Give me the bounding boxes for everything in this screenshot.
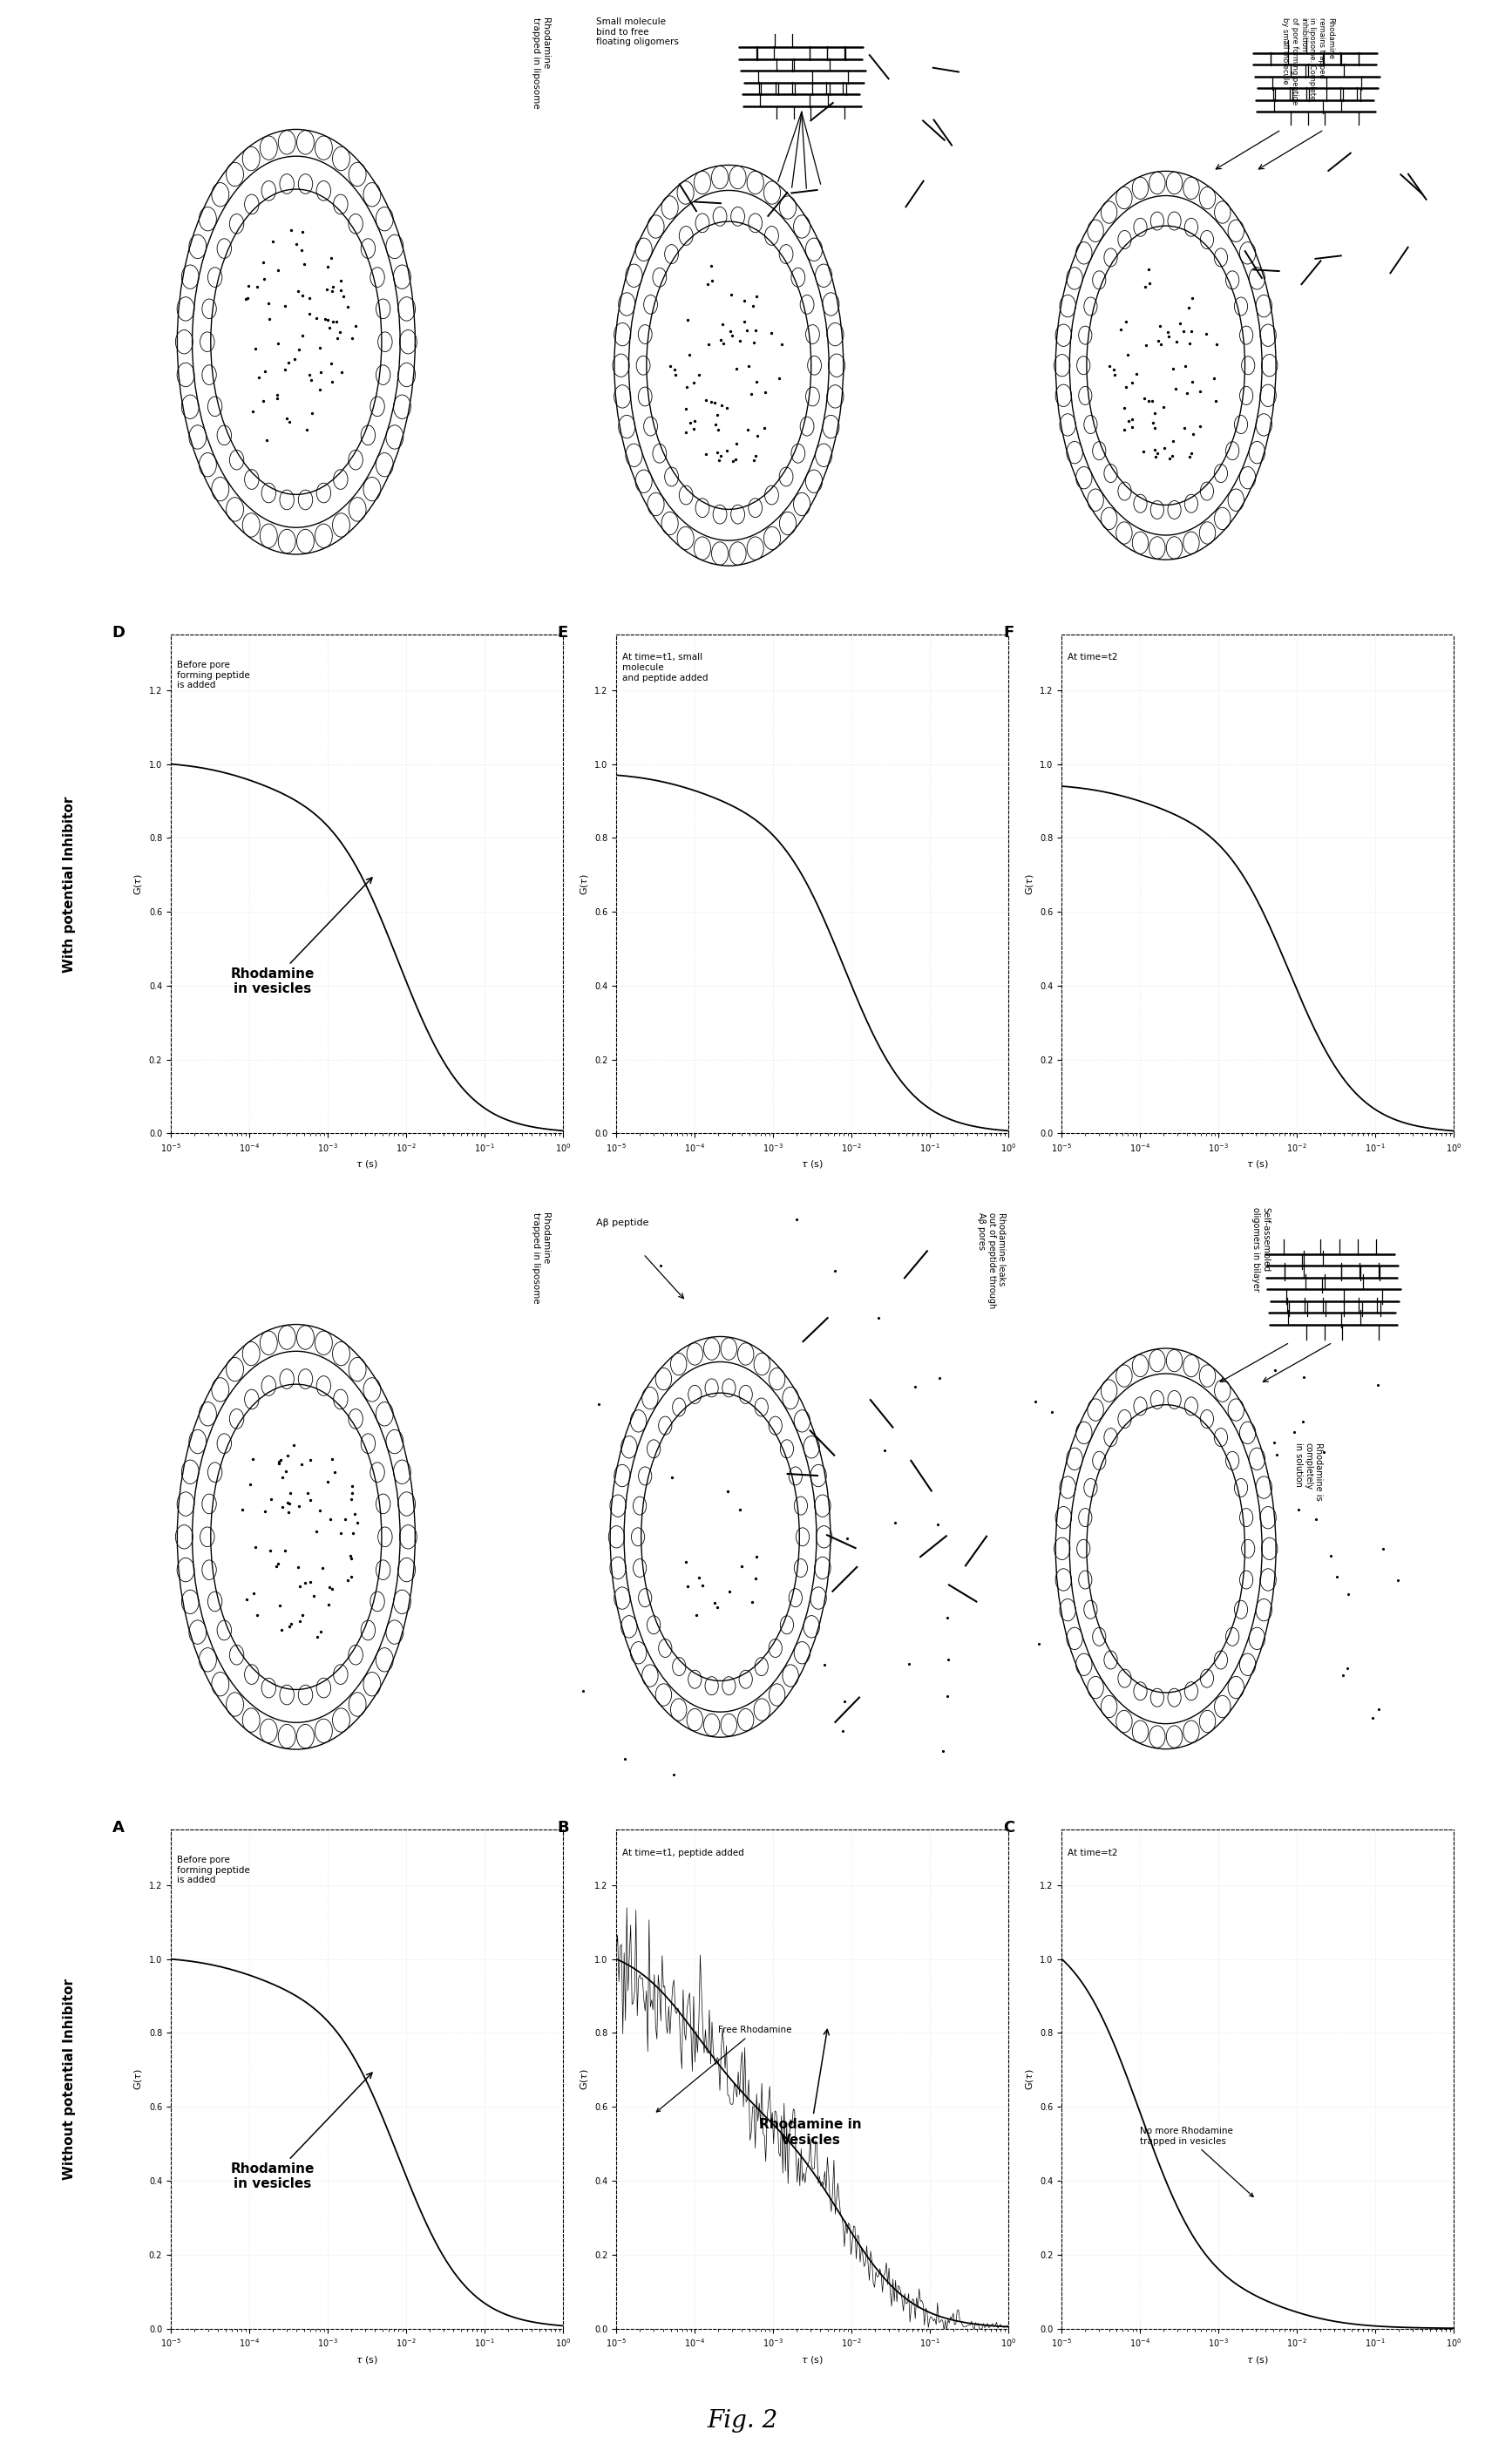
Text: At time=t2: At time=t2 <box>1068 1848 1118 1858</box>
Text: Rhodamine
remains trapped
in liposome. Complete
inhibition
of pore forming pepti: Rhodamine remains trapped in liposome. C… <box>1282 17 1335 106</box>
Text: A: A <box>111 1821 125 1836</box>
Text: Small molecule
bind to free
floating oligomers: Small molecule bind to free floating oli… <box>597 17 679 47</box>
Text: D: D <box>111 626 125 641</box>
X-axis label: $\tau$ (s): $\tau$ (s) <box>1246 1158 1270 1170</box>
Text: Rhodamine
in vesicles: Rhodamine in vesicles <box>230 2072 373 2190</box>
Text: At time=t1, peptide added: At time=t1, peptide added <box>622 1848 744 1858</box>
Text: Rhodamine is
completely
in solution: Rhodamine is completely in solution <box>1293 1441 1323 1501</box>
Y-axis label: G($\tau$): G($\tau$) <box>132 2067 144 2089</box>
Text: Rhodamine in
Vesicles: Rhodamine in Vesicles <box>759 2030 861 2146</box>
Text: No more Rhodamine
trapped in vesicles: No more Rhodamine trapped in vesicles <box>1140 2126 1253 2198</box>
Y-axis label: G($\tau$): G($\tau$) <box>132 872 144 894</box>
X-axis label: $\tau$ (s): $\tau$ (s) <box>355 2353 379 2365</box>
Text: Fig. 2: Fig. 2 <box>707 2410 778 2432</box>
Y-axis label: G($\tau$): G($\tau$) <box>1023 2067 1035 2089</box>
Ellipse shape <box>217 200 376 485</box>
X-axis label: $\tau$ (s): $\tau$ (s) <box>355 1158 379 1170</box>
Text: Without potential Inhibitor: Without potential Inhibitor <box>62 1979 76 2181</box>
Ellipse shape <box>1091 234 1240 495</box>
X-axis label: $\tau$ (s): $\tau$ (s) <box>800 2353 824 2365</box>
Ellipse shape <box>646 1402 794 1671</box>
Text: Rhodamine
in vesicles: Rhodamine in vesicles <box>230 877 373 995</box>
Text: F: F <box>1002 626 1014 641</box>
Text: E: E <box>557 626 569 641</box>
Text: Free Rhodamine: Free Rhodamine <box>656 2025 792 2112</box>
Text: Before pore
forming peptide
is added: Before pore forming peptide is added <box>177 1855 249 1885</box>
Text: Aβ peptide: Aβ peptide <box>597 1220 649 1227</box>
Text: Rhodamine
trapped in liposome: Rhodamine trapped in liposome <box>532 17 551 108</box>
Text: Rhodamine leaks
out of peptide through
Aβ pores: Rhodamine leaks out of peptide through A… <box>977 1212 1005 1308</box>
Ellipse shape <box>1091 1414 1240 1683</box>
X-axis label: $\tau$ (s): $\tau$ (s) <box>800 1158 824 1170</box>
Text: Before pore
forming peptide
is added: Before pore forming peptide is added <box>177 660 249 690</box>
Ellipse shape <box>217 1395 376 1680</box>
Text: With potential Inhibitor: With potential Inhibitor <box>62 796 76 973</box>
Text: Rhodamine
trapped in liposome: Rhodamine trapped in liposome <box>532 1212 551 1303</box>
Text: C: C <box>1002 1821 1014 1836</box>
Ellipse shape <box>652 232 805 500</box>
Y-axis label: G($\tau$): G($\tau$) <box>1023 872 1035 894</box>
Text: Self-assembled
oligomers in bilayer: Self-assembled oligomers in bilayer <box>1252 1207 1270 1291</box>
Text: At time=t1, small
molecule
and peptide added: At time=t1, small molecule and peptide a… <box>622 653 708 683</box>
X-axis label: $\tau$ (s): $\tau$ (s) <box>1246 2353 1270 2365</box>
Text: At time=t2: At time=t2 <box>1068 653 1118 663</box>
Y-axis label: G($\tau$): G($\tau$) <box>578 872 590 894</box>
Text: B: B <box>557 1821 569 1836</box>
Y-axis label: G($\tau$): G($\tau$) <box>578 2067 590 2089</box>
